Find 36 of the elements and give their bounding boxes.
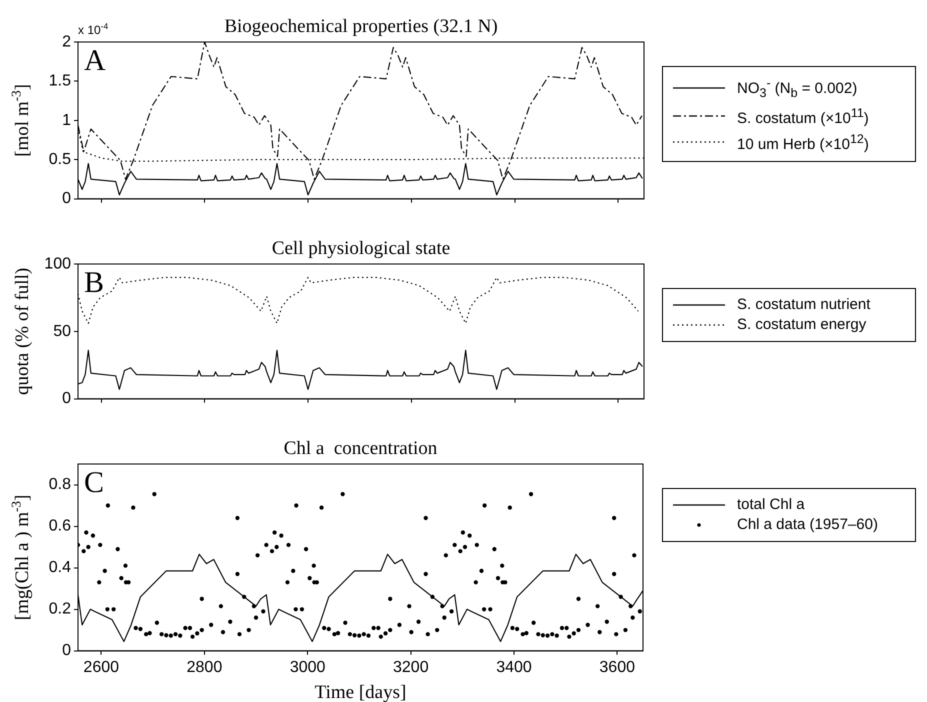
y-axis-title: quota (% of full) [12,268,33,395]
x-tick-label: 2800 [186,658,222,676]
annotation: A [84,44,106,77]
y-tick-label: 100 [44,255,72,272]
y-tick-label: 0.8 [48,476,72,494]
y-tick-label: 2 [62,33,72,50]
annotation: B [84,266,104,299]
chart-title: Biogeochemical properties (32.1 N) [224,16,498,37]
y-tick-label: 0 [62,642,72,660]
x-axis-title: Time [days] [314,682,406,702]
x-tick-label: 2600 [83,658,120,676]
x-tick-label: 3600 [599,658,636,676]
annotation: C [84,466,104,499]
legend-label: NO$_{3}$$^{-}$ (N$_{b}$ = 0.002) [737,75,858,102]
y-axis-title: [mg(Chl a ) m-3] [8,494,33,620]
legend-label: S. costatum (×10$^{11}$) [737,105,869,129]
y-tick-label: 0 [62,190,72,208]
y-tick-label: 0.2 [48,600,72,618]
legend-label: S. costatum nutrient [737,295,870,315]
y-tick-label: 0.5 [48,151,72,168]
y-axis-title: [mol m-3] [8,84,33,157]
y-tick-label: 0.4 [48,559,72,576]
text: Chl a data (1957–60) [737,515,878,535]
x-tick-label: 3200 [393,658,429,676]
chart-title: Chl a concentration [284,438,438,459]
legend-label: S. costatum energy [737,315,866,335]
y-tick-label: 0 [62,390,72,408]
y-tick-label: 0.6 [48,518,72,535]
legend-label: total Chl a [737,495,805,515]
y-tick-label: 1.5 [48,72,72,90]
y-tick-label: 50 [53,322,72,340]
chart-title: Cell physiological state [272,238,450,259]
x-tick-label: 3000 [290,658,326,676]
legend-label: 10 um Herb (×10$^{12}$) [737,131,869,155]
x-tick-label: 3400 [496,658,532,676]
y-tick-label: 1 [62,112,72,129]
